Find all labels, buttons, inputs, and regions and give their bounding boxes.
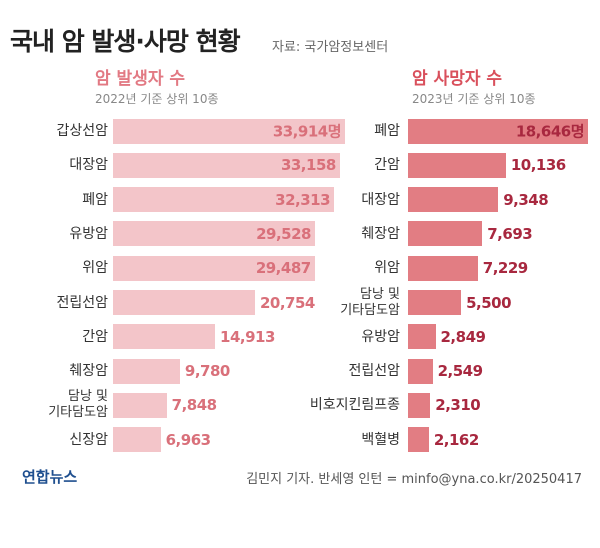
category-label: 대장암 [69, 157, 108, 174]
chart-title: 암 사망자 수 [412, 69, 503, 89]
bar [113, 290, 255, 315]
category-label: 비호지킨림프종 [309, 397, 400, 414]
bar [113, 118, 345, 144]
chart-subtitle: 2022년 기준 상위 10종 [95, 92, 219, 106]
category-label: 담낭 및 기타담도암 [340, 286, 400, 318]
value-label: 6,963 [165, 430, 211, 449]
category-label: 위암 [82, 260, 108, 277]
value-label: 18,646명 [515, 122, 585, 141]
value-label: 7,693 [487, 224, 533, 243]
page-title: 국내 암 발생·사망 현황 [10, 27, 241, 56]
bar [113, 152, 340, 178]
bar [408, 427, 429, 453]
source: 자료: 국가암정보센터 [272, 40, 389, 55]
category-label: 췌장암 [361, 225, 400, 242]
value-label: 2,849 [440, 327, 486, 346]
bar [113, 187, 335, 213]
bar [113, 358, 180, 384]
logo: 연합뉴스 [22, 468, 78, 486]
bar [408, 392, 431, 418]
category-label: 담낭 및 기타담도암 [48, 389, 108, 421]
chart-subtitle: 2023년 기준 상위 10종 [412, 92, 536, 106]
value-label: 33,914명 [272, 122, 342, 141]
category-label: 백혈병 [361, 431, 400, 448]
value-label: 14,913 [220, 327, 275, 346]
category-label: 대장암 [361, 191, 400, 208]
category-label: 갑상선암 [56, 123, 108, 139]
value-label: 29,528 [256, 224, 311, 243]
value-label: 5,500 [466, 293, 512, 312]
category-label: 간암 [82, 328, 108, 345]
category-label: 폐암 [82, 191, 108, 208]
value-label: 10,136 [510, 156, 566, 175]
category-label: 위암 [374, 260, 400, 277]
bar [408, 255, 478, 281]
bar [113, 221, 315, 247]
value-label: 2,162 [433, 430, 479, 449]
bar [408, 152, 506, 178]
value-label: 7,848 [171, 396, 217, 415]
value-label: 7,229 [482, 259, 528, 278]
value-label: 9,780 [184, 362, 230, 381]
bar [113, 392, 167, 418]
category-label: 전립선암 [56, 294, 108, 311]
bar [113, 324, 216, 350]
value-label: 2,310 [435, 396, 481, 415]
category-label: 전립선암 [348, 363, 400, 380]
value-label: 2,549 [437, 362, 483, 381]
category-label: 유방암 [69, 225, 108, 242]
value-label: 29,487 [255, 259, 311, 278]
bar [408, 358, 433, 384]
value-label: 33,158 [280, 156, 336, 175]
bar [408, 187, 499, 213]
value-label: 32,313 [275, 190, 331, 209]
bar [408, 324, 436, 350]
value-label: 20,754 [259, 293, 315, 312]
bar [408, 118, 588, 144]
category-label: 췌장암 [69, 363, 108, 380]
chart-title: 암 발생자 수 [95, 69, 186, 89]
bar [113, 427, 161, 453]
value-label: 9,348 [503, 190, 549, 209]
credit: 김민지 기자. 반세영 인턴 = minfo@yna.co.kr/2025041… [246, 472, 582, 487]
category-label: 유방암 [361, 328, 400, 345]
bar [408, 221, 483, 247]
bar [113, 255, 315, 281]
category-label: 폐암 [374, 123, 400, 139]
category-label: 신장암 [69, 431, 108, 448]
bar [408, 290, 462, 315]
category-label: 간암 [374, 157, 400, 174]
